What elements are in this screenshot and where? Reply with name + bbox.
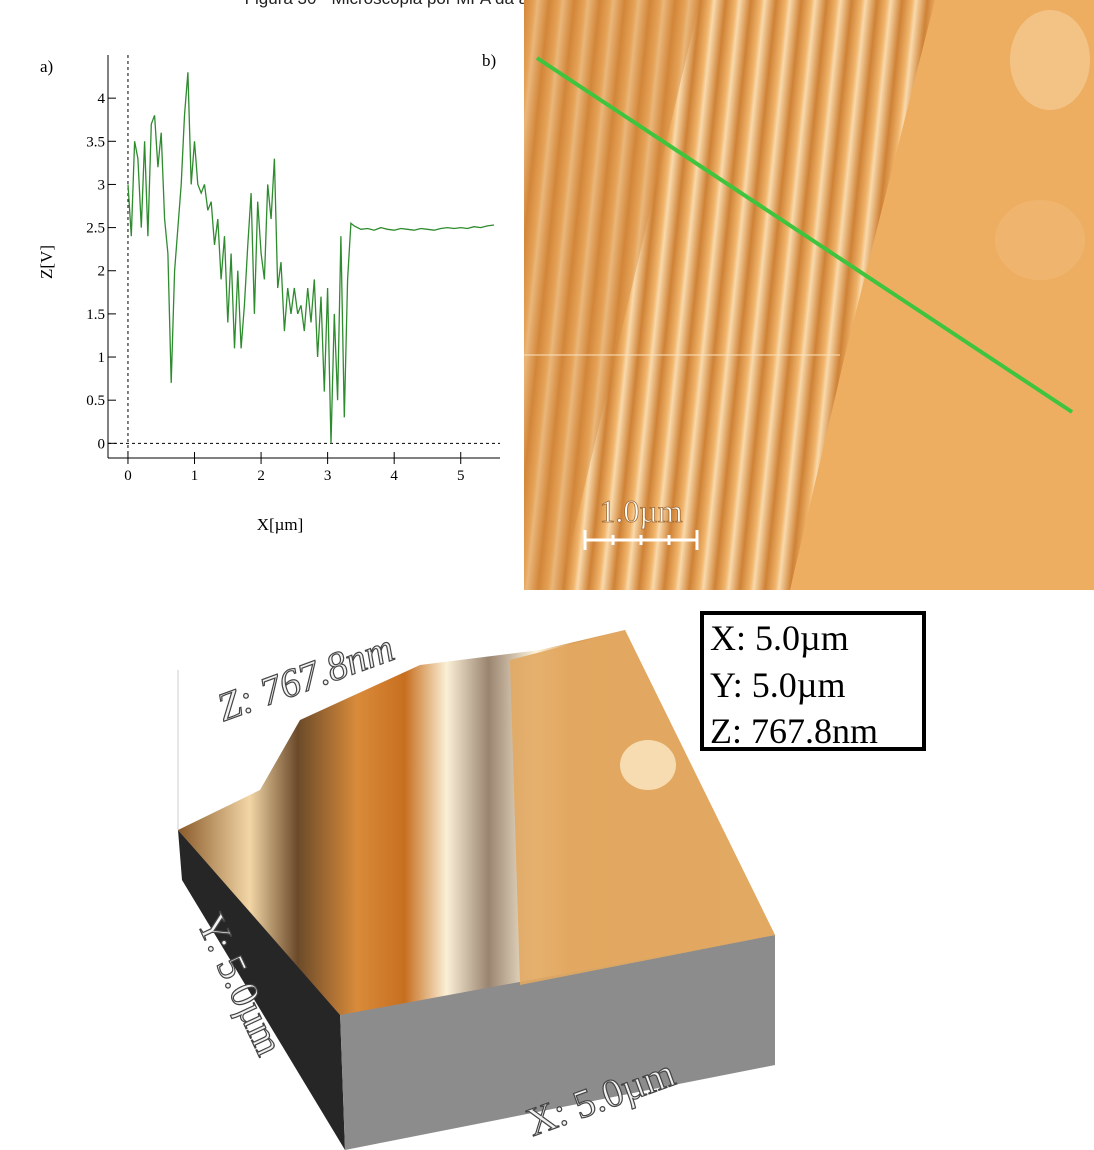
x-tick-label: 5 (457, 468, 465, 484)
info-box (700, 611, 926, 751)
info-line: Y: 5.0µm (710, 665, 845, 705)
y-tick-label: 0 (98, 436, 106, 452)
panel-label: a) (40, 57, 53, 76)
y-tick-label: 2.5 (86, 221, 105, 237)
x-axis-title: X[µm] (257, 515, 304, 534)
y-tick-label: 0.5 (86, 393, 105, 409)
panel-label: b) (482, 51, 496, 70)
y-tick-label: 1.5 (86, 307, 105, 323)
data-line (127, 72, 495, 444)
x-tick-label: 3 (324, 468, 332, 484)
line-chart: 0 1 2 3 4 5 0 0.5 1 1.5 2 2.5 3 3.5 4 X[µm] Z[V] (37, 55, 500, 534)
scale-bar-label: 1.0µm (599, 493, 682, 529)
x-tick-label: 2 (257, 468, 265, 484)
y-tick-label: 1 (98, 350, 106, 366)
x-tick-label: 1 (191, 468, 199, 484)
afm-3d-render (177, 630, 775, 1150)
y-tick-label: 3.5 (86, 134, 105, 150)
info-line: X: 5.0µm (710, 618, 849, 658)
y-axis-title: Z[V] (37, 245, 56, 279)
x-tick-label: 0 (124, 468, 132, 484)
profile-line (535, 56, 1074, 414)
scale-bar (583, 530, 699, 550)
y-tick-label: 3 (98, 177, 106, 193)
x-tick-label: 4 (390, 468, 398, 484)
info-line: Z: 767.8nm (710, 711, 878, 751)
afm-image: 1.0µm (524, 0, 1094, 590)
y-tick-label: 2 (98, 264, 106, 280)
y-tick-label: 4 (98, 91, 106, 107)
